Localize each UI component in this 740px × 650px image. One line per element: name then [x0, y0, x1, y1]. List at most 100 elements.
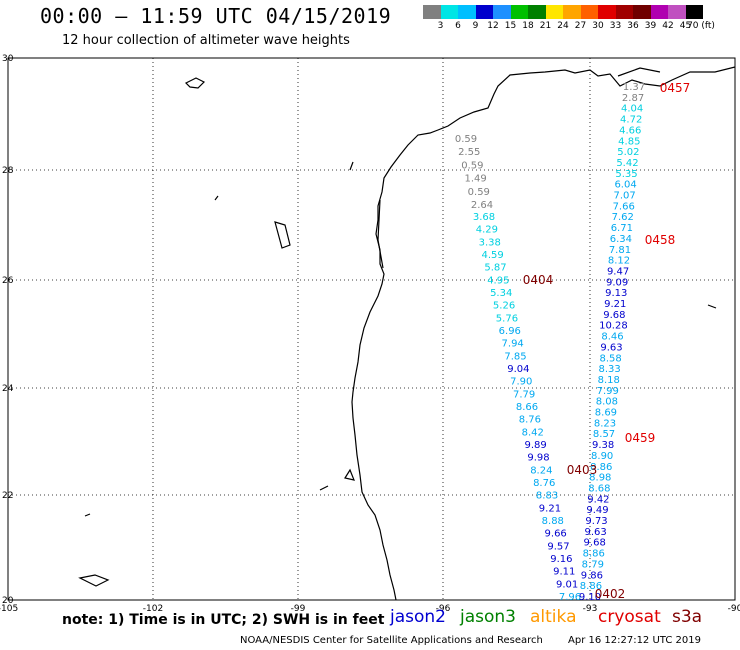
colorbar-label: 27: [574, 21, 587, 31]
lake-6: [78, 574, 110, 587]
colorbar-swatch: [440, 5, 458, 19]
colorbar-label: 24: [557, 21, 569, 31]
swh-value: 9.66: [545, 529, 567, 540]
swh-value: 5.76: [496, 313, 518, 324]
satellite-jason2: jason2: [390, 607, 446, 627]
colorbar-swatch: [493, 5, 511, 19]
swh-value: 9.68: [603, 310, 625, 321]
swh-value: 9.98: [527, 453, 549, 464]
satellite-s3a: s3a: [672, 607, 703, 627]
swh-value: 7.81: [609, 245, 631, 256]
swh-value: 8.08: [596, 397, 618, 408]
swh-value: 5.87: [484, 263, 506, 274]
swh-value: 2.87: [622, 93, 644, 104]
colorbar-swatch: [510, 5, 528, 19]
swh-value: 4.72: [620, 115, 642, 126]
lake-10: [319, 485, 329, 491]
swh-value: 7.94: [502, 339, 524, 350]
swh-value: 7.66: [613, 201, 635, 212]
colorbar-label: 30: [592, 21, 604, 31]
page-title: 00:00 — 11:59 UTC 04/15/2019: [40, 4, 392, 28]
satellite-cryosat: cryosat: [598, 607, 661, 627]
lat-tick-label: 28: [2, 166, 14, 176]
colorbar-swatch: [423, 5, 441, 19]
lon-tick-label: -102: [143, 604, 163, 614]
swh-value: 8.24: [530, 465, 552, 476]
barrier-island: [377, 199, 384, 269]
swh-value: 9.38: [592, 440, 614, 451]
coastline: [78, 66, 736, 601]
colorbar-swatch: [685, 5, 703, 19]
colorbar-swatch: [528, 5, 546, 19]
lake-8: [707, 304, 717, 309]
colorbar-swatch: [615, 5, 633, 19]
swh-value: 4.85: [618, 136, 640, 147]
lat-tick-label: 22: [2, 491, 13, 501]
swh-value: 1.49: [464, 174, 486, 185]
swh-value: 9.63: [600, 342, 622, 353]
colorbar-swatch: [545, 5, 563, 19]
page-subtitle: 12 hour collection of altimeter wave hei…: [62, 33, 350, 48]
colorbar-labels: 3 6 9 12 15 18 21 24 27 30 33 36 39 42 45 70 (ft): [423, 21, 738, 33]
colorbar-label: 6: [455, 21, 461, 31]
swh-value: 9.63: [584, 527, 606, 538]
swh-value: 4.29: [476, 225, 498, 236]
swh-value: 9.57: [547, 541, 569, 552]
satellite-altika: altika: [530, 607, 577, 627]
swh-value: 8.23: [594, 418, 616, 429]
colorbar-label: 18: [522, 21, 534, 31]
swh-value: 1.37: [623, 82, 645, 93]
swh-value: 6.04: [614, 180, 636, 191]
lake-5: [84, 513, 91, 517]
swh-value: 5.26: [493, 301, 515, 312]
swh-value: 9.09: [606, 277, 628, 288]
swh-value: 9.13: [605, 288, 627, 299]
pass-label: 0458: [645, 233, 676, 247]
swh-value: 6.34: [610, 234, 632, 245]
swh-value: 8.68: [588, 483, 610, 494]
swh-value: 9.73: [585, 516, 607, 527]
map-frame: [7, 57, 736, 601]
swh-value: 8.66: [516, 402, 538, 413]
swh-value: 9.47: [607, 266, 629, 277]
footer-credit: NOAA/NESDIS Center for Satellite Applica…: [240, 635, 543, 646]
lat-tick-label: 26: [2, 276, 14, 286]
swh-value: 7.99: [597, 386, 619, 397]
swh-value: 0.59: [468, 187, 490, 198]
swh-value: 8.18: [598, 375, 620, 386]
swh-value: 8.86: [583, 549, 605, 560]
lon-tick-label: -90: [728, 604, 740, 614]
colorbar-swatch: [668, 5, 686, 19]
colorbar-swatch: [580, 5, 598, 19]
swh-value: 6.96: [499, 326, 521, 337]
swh-value: 8.76: [519, 415, 541, 426]
swh-value: 9.89: [524, 440, 546, 451]
colorbar-label: 12: [487, 21, 499, 31]
swh-value: 9.42: [587, 494, 609, 505]
footer-timestamp: Apr 16 12:27:12 UTC 2019: [568, 635, 701, 646]
swh-value: 5.02: [617, 147, 639, 158]
colorbar-swatch: [475, 5, 493, 19]
swh-value: 9.10: [579, 592, 601, 603]
swh-value: 8.58: [599, 353, 621, 364]
swh-value: 9.16: [550, 554, 572, 565]
west-track: 3.68 4.293.38 4.59 5.874.95 5.34 5.265.76 6.96…: [473, 212, 581, 603]
pass-labels: 0457 0458 0459 0404 0403 0402: [523, 81, 691, 601]
swh-value: 7.85: [504, 351, 526, 362]
swh-value: 5.35: [615, 169, 637, 180]
lat-tick-label: 20: [2, 596, 14, 606]
colorbar-label: 21: [539, 21, 552, 31]
colorbar-swatch: [650, 5, 668, 19]
lat-tick-label: 24: [2, 384, 14, 394]
footer-note: note: 1) Time is in UTC; 2) SWH is in fe…: [62, 612, 385, 628]
swh-value: 10.28: [599, 321, 628, 332]
colorbar-label: 3: [437, 21, 444, 31]
swh-value: 8.46: [601, 332, 623, 343]
colorbar-label: 36: [627, 21, 639, 31]
lake-2: [274, 221, 291, 249]
swh-value: 8.33: [599, 364, 621, 375]
swh-value: 8.42: [522, 427, 544, 438]
swh-value: 5.42: [616, 158, 638, 169]
swh-value: 9.21: [604, 299, 626, 310]
